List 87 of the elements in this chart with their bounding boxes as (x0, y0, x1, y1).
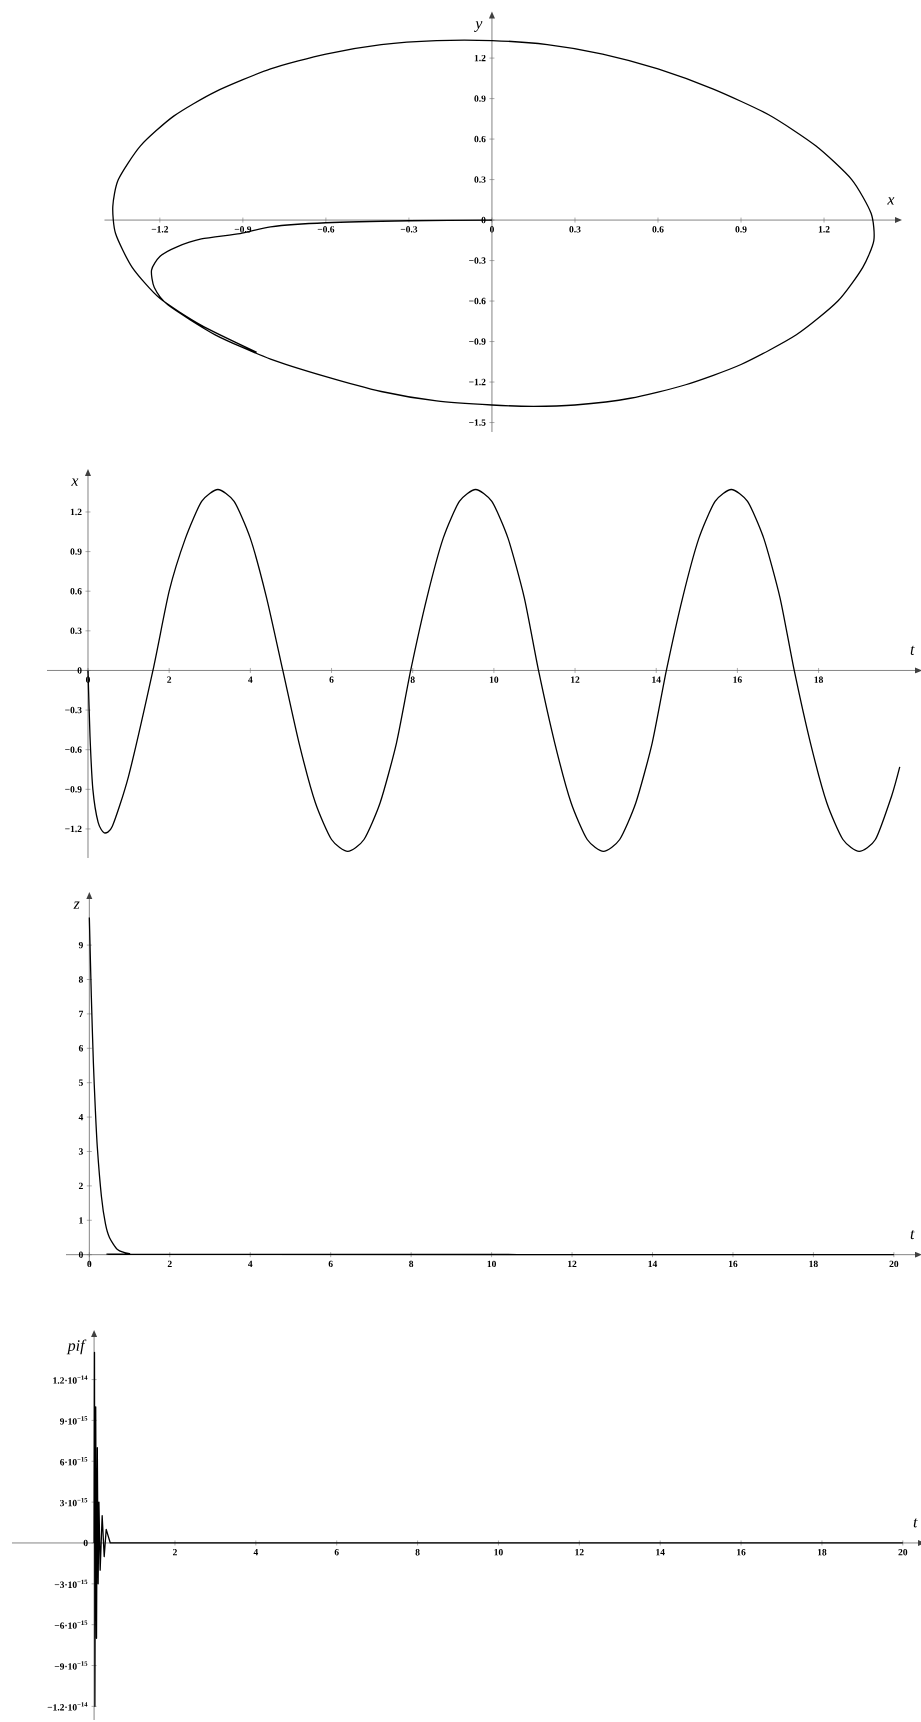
x-tick-label: 16 (728, 1260, 738, 1268)
y-tick-label: −6·10$^{−15}$ (54, 1620, 88, 1629)
y-tick-label: 1.2 (70, 508, 82, 516)
y-tick-label: −1.2 (469, 378, 486, 386)
x-axis-title: t (913, 1518, 918, 1528)
x-axis-title: x (887, 197, 895, 205)
line-series (112, 39, 875, 407)
x-tick-label: −0.9 (234, 226, 252, 233)
y-tick-label: −0.3 (469, 257, 486, 264)
x-tick-label: 14 (652, 676, 661, 683)
y-tick-label: −0.6 (469, 297, 486, 305)
y-tick-label: 3 (78, 1148, 83, 1155)
x-tick-label: 18 (817, 1549, 827, 1556)
y-axis-title: z (73, 901, 80, 909)
x-tick-label: 4 (247, 1260, 253, 1267)
y-tick-label: −9·10$^{−15}$ (54, 1661, 88, 1670)
x-axis-title: t (910, 645, 915, 655)
x-tick-label: 12 (575, 1549, 584, 1556)
y-tick-label: 0.9 (70, 548, 82, 555)
x-tick-label: 12 (568, 1260, 577, 1267)
y-tick-label: −0.3 (65, 706, 82, 714)
x-tick-label: 6 (328, 1260, 333, 1268)
y-tick-label: 2 (78, 1182, 83, 1190)
x-tick-label: 2 (172, 1549, 177, 1556)
y-axis-title: pif (66, 1339, 87, 1355)
x-tick-label: 0.6 (652, 226, 664, 233)
x-axis-title: t (910, 1229, 915, 1240)
x-tick-label: 2 (167, 676, 172, 683)
y-axis-title: x (71, 478, 79, 486)
y-tick-label: 0 (77, 667, 82, 674)
y-tick-label: 6·10$^{−15}$ (60, 1457, 88, 1466)
x-tick-label: 8 (415, 1549, 420, 1556)
x-tick-label: 18 (814, 676, 824, 683)
x-tick-label: 2 (167, 1260, 172, 1267)
x-tick-label: 4 (253, 1548, 259, 1556)
y-axis-title: y (473, 21, 483, 32)
x-tick-label: 14 (648, 1260, 658, 1267)
y-tick-label: −0.6 (65, 746, 82, 753)
x-tick-label: −0.3 (400, 226, 418, 233)
x-tick-label: 10 (494, 1549, 503, 1556)
y-tick-label: 0.6 (474, 135, 486, 143)
x-tick-label: 16 (733, 676, 742, 683)
x-tick-label: 8 (410, 676, 415, 683)
y-tick-label: 0 (481, 216, 486, 224)
x-tick-label: 0.3 (569, 226, 581, 233)
x-tick-label: 18 (809, 1260, 818, 1268)
y-tick-label: 1.2 (474, 54, 486, 62)
y-tick-label: −0.9 (65, 786, 82, 793)
x-tick-label: −0.6 (317, 226, 335, 233)
x-tick-label: 12 (571, 676, 580, 683)
x-tick-label: 1.2 (818, 226, 830, 233)
y-tick-label: −0.9 (469, 338, 486, 345)
x-tick-label: −1.2 (151, 226, 169, 233)
x-tick-label: 10 (489, 676, 499, 683)
y-tick-label: 0.6 (70, 587, 82, 595)
x-tick-label: 6 (334, 1549, 339, 1556)
x-tick-label: 20 (889, 1260, 899, 1268)
x-tick-label: 14 (656, 1549, 665, 1556)
y-tick-label: 4 (78, 1113, 84, 1121)
y-tick-label: 7 (79, 1010, 84, 1018)
y-tick-label: 9 (78, 941, 83, 949)
y-tick-label: −1.2·10$^{−14}$ (47, 1702, 88, 1711)
x-tick-label: 0.9 (735, 226, 747, 233)
line-series (87, 488, 901, 853)
y-tick-label: 9·10$^{−15}$ (59, 1416, 88, 1425)
x-tick-label: 10 (487, 1260, 496, 1268)
y-tick-label: 1.2·10$^{−14}$ (53, 1375, 88, 1384)
x-tick-label: 0 (489, 226, 494, 233)
y-tick-label: 6 (78, 1045, 84, 1052)
x-tick-label: 8 (409, 1260, 414, 1268)
y-tick-label: 0 (83, 1539, 88, 1547)
y-tick-label: 1 (79, 1217, 83, 1224)
y-tick-label: 3·10$^{−15}$ (60, 1497, 88, 1507)
y-tick-label: −3·10$^{−15}$ (54, 1579, 88, 1588)
y-tick-label: 0 (78, 1251, 83, 1258)
y-tick-label: 0.3 (474, 176, 486, 183)
y-tick-label: 8 (78, 976, 83, 983)
y-tick-label: 5 (78, 1079, 83, 1086)
y-tick-label: −1.5 (469, 419, 486, 426)
y-tick-label: 0.3 (70, 627, 82, 635)
x-tick-label: 4 (248, 676, 253, 683)
line-series (88, 916, 895, 1256)
x-tick-label: 6 (329, 676, 334, 683)
x-tick-label: 20 (898, 1549, 908, 1556)
y-tick-label: 0.9 (474, 95, 486, 102)
y-tick-label: −1.2 (65, 825, 82, 833)
x-tick-label: 16 (737, 1549, 746, 1556)
